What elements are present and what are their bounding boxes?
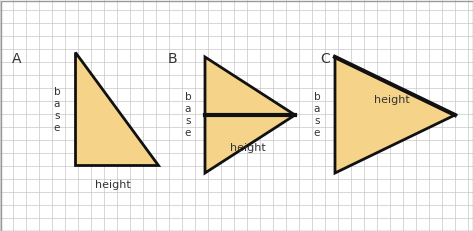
Text: A: A bbox=[12, 52, 21, 66]
Polygon shape bbox=[205, 57, 295, 173]
Text: C: C bbox=[320, 52, 330, 66]
Text: b
a
s
e: b a s e bbox=[54, 87, 61, 133]
Text: b
a
s
e: b a s e bbox=[314, 92, 320, 138]
Polygon shape bbox=[75, 52, 158, 165]
Text: b
a
s
e: b a s e bbox=[184, 92, 191, 138]
Text: B: B bbox=[168, 52, 178, 66]
Text: height: height bbox=[95, 180, 131, 190]
Polygon shape bbox=[335, 57, 455, 173]
Text: height: height bbox=[230, 143, 266, 153]
Text: height: height bbox=[374, 95, 410, 105]
